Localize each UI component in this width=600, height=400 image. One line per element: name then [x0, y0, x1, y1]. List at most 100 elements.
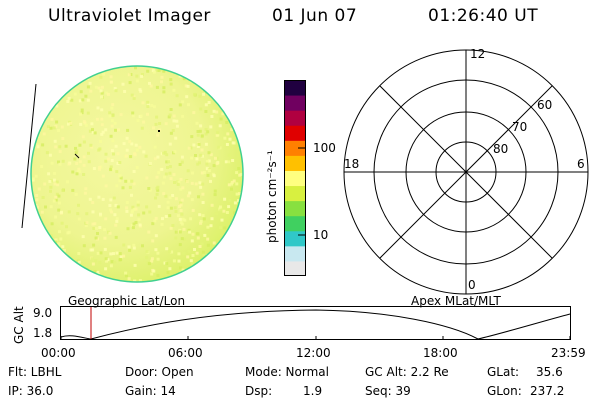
speckle-pixel — [235, 108, 239, 112]
speckle-pixel — [43, 71, 47, 75]
speckle-pixel — [121, 82, 125, 86]
speckle-pixel — [237, 107, 241, 111]
speckle-pixel — [104, 217, 108, 221]
speckle-pixel — [132, 246, 136, 250]
speckle-pixel — [108, 231, 112, 235]
speckle-pixel — [33, 66, 37, 70]
speckle-pixel — [58, 201, 61, 205]
speckle-pixel — [229, 234, 233, 238]
speckle-pixel — [172, 119, 176, 123]
speckle-pixel — [131, 205, 135, 209]
colorbar-segment — [284, 140, 306, 156]
speckle-pixel — [187, 228, 191, 232]
speckle-pixel — [136, 119, 140, 123]
speckle-pixel — [82, 173, 86, 176]
speckle-pixel — [79, 112, 82, 116]
speckle-pixel — [113, 260, 117, 264]
speckle-pixel — [216, 72, 220, 76]
speckle-pixel — [220, 260, 224, 264]
speckle-pixel — [38, 235, 42, 238]
speckle-pixel — [111, 167, 115, 171]
colorbar-segment — [284, 200, 306, 217]
speckle-pixel — [114, 144, 118, 148]
speckle-pixel — [196, 232, 200, 236]
speckle-pixel — [98, 167, 101, 171]
speckle-pixel — [111, 268, 115, 272]
speckle-pixel — [236, 224, 240, 228]
speckle-pixel — [171, 194, 175, 197]
speckle-pixel — [152, 70, 156, 74]
speckle-pixel — [130, 142, 134, 146]
speckle-pixel — [230, 187, 233, 191]
speckle-pixel — [146, 100, 150, 104]
speckle-pixel — [137, 213, 141, 217]
speckle-pixel — [65, 274, 68, 278]
uv-earth-image — [21, 65, 244, 283]
colorbar-tick-100: 100 — [313, 141, 336, 155]
speckle-pixel — [89, 248, 93, 252]
speckle-pixel — [92, 227, 96, 230]
speckle-pixel — [108, 204, 112, 207]
speckle-pixel — [104, 128, 108, 132]
speckle-pixel — [47, 172, 51, 176]
speckle-pixel — [138, 88, 142, 92]
speckle-pixel — [235, 265, 239, 269]
speckle-pixel — [225, 85, 229, 89]
speckle-pixel — [96, 270, 100, 274]
speckle-pixel — [179, 221, 183, 224]
speckle-pixel — [136, 200, 140, 204]
speckle-pixel — [233, 249, 237, 252]
speckle-pixel — [241, 259, 243, 263]
speckle-pixel — [50, 83, 54, 87]
speckle-pixel — [130, 179, 134, 183]
speckle-pixel — [213, 256, 217, 260]
speckle-pixel — [133, 279, 137, 282]
speckle-pixel — [95, 117, 99, 121]
gc-alt-info: GC Alt: 2.2 Re — [365, 365, 449, 379]
speckle-pixel — [191, 232, 195, 236]
speckle-pixel — [193, 278, 197, 282]
speckle-pixel — [214, 266, 218, 269]
speckle-pixel — [221, 83, 225, 87]
speckle-pixel — [32, 135, 36, 139]
speckle-pixel — [100, 108, 104, 112]
speckle-pixel — [91, 275, 95, 279]
speckle-pixel — [225, 121, 229, 124]
speckle-pixel — [96, 106, 100, 110]
speckle-pixel — [112, 152, 115, 156]
speckle-pixel — [165, 153, 169, 157]
speckle-pixel — [187, 249, 191, 253]
speckle-pixel — [84, 224, 88, 228]
speckle-pixel — [67, 162, 71, 166]
speckle-pixel — [197, 142, 201, 146]
speckle-pixel — [124, 271, 128, 275]
speckle-pixel — [102, 72, 106, 76]
speckle-pixel — [110, 260, 114, 264]
speckle-pixel — [122, 254, 126, 258]
speckle-pixel — [63, 248, 66, 252]
speckle-pixel — [154, 216, 158, 220]
speckle-pixel — [196, 75, 200, 79]
speckle-pixel — [41, 91, 45, 94]
speckle-pixel — [213, 69, 217, 73]
speckle-pixel — [194, 272, 198, 276]
speckle-pixel — [91, 222, 95, 226]
speckle-pixel — [197, 277, 200, 281]
speckle-pixel — [52, 199, 56, 203]
speckle-pixel — [204, 103, 208, 107]
speckle-pixel — [136, 203, 140, 207]
date-label: 01 Jun 07 — [272, 6, 358, 26]
speckle-pixel — [169, 78, 173, 82]
speckle-pixel — [177, 252, 181, 256]
speckle-pixel — [131, 114, 135, 118]
speckle-pixel — [174, 197, 178, 201]
speckle-pixel — [193, 68, 197, 72]
speckle-pixel — [34, 174, 38, 178]
speckle-pixel — [82, 244, 86, 248]
speckle-pixel — [106, 157, 110, 161]
speckle-pixel — [164, 172, 168, 176]
speckle-pixel — [49, 267, 53, 271]
speckle-pixel — [53, 66, 57, 70]
speckle-pixel — [132, 170, 136, 173]
speckle-pixel — [153, 157, 157, 161]
